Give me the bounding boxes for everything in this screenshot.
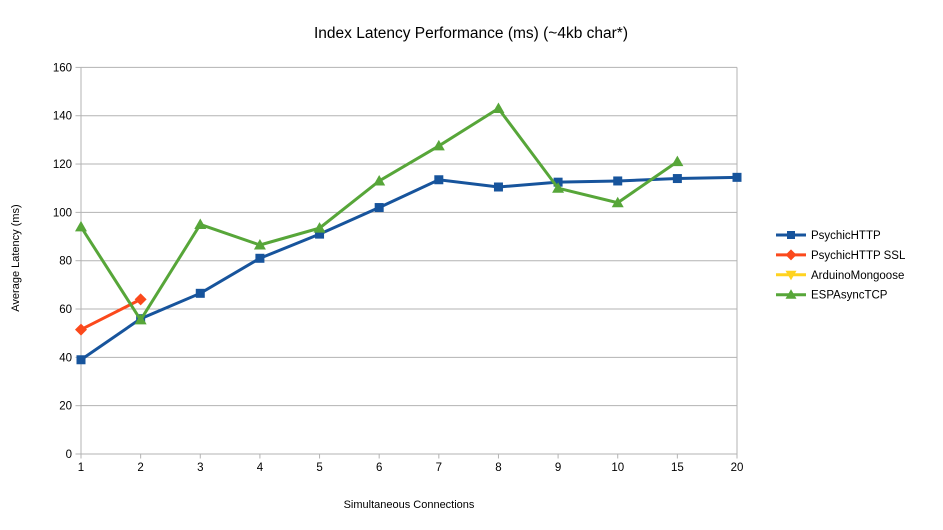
x-tick-label: 9 — [555, 462, 561, 474]
y-tick-label: 40 — [59, 352, 72, 364]
y-tick-label: 100 — [53, 207, 72, 219]
series-psychichttp-marker — [553, 177, 563, 187]
y-tick-label: 120 — [53, 159, 72, 171]
plot-area: 0 20 40 60 80 100 120 140 160 1 2 3 4 5 6 7 8 9 10 15 20 — [53, 62, 744, 474]
x-tick-label: 6 — [376, 462, 382, 474]
x-tick-label: 4 — [257, 462, 264, 474]
y-tick-label: 140 — [53, 111, 72, 123]
x-tick-label: 3 — [197, 462, 203, 474]
series-espasynctcp-marker — [432, 139, 445, 151]
series-psychichttp-marker — [672, 174, 682, 184]
y-tick-label: 80 — [59, 256, 72, 268]
chart-title: Index Latency Performance (ms) (~4kb cha… — [314, 25, 628, 42]
legend-label: PsychicHTTP SSL — [811, 250, 906, 262]
legend-label: ESPAsyncTCP — [811, 290, 888, 302]
series-espasynctcp-marker — [194, 218, 207, 229]
series-psychichttp-marker — [315, 229, 325, 239]
x-tick-label: 1 — [78, 462, 84, 474]
x-tick-label: 15 — [671, 462, 684, 474]
series-psychichttp-marker — [76, 355, 86, 365]
series-psychichttp-marker — [434, 175, 444, 185]
series-espasynctcp-marker — [611, 196, 624, 208]
series-espasynctcp-marker — [373, 174, 386, 186]
series-psychichttp-line — [80, 175, 738, 362]
y-axis-title: Average Latency (ms) — [10, 204, 22, 311]
legend-marker-diamond-icon — [785, 249, 797, 261]
series-psychichttp-ssl-marker — [134, 293, 147, 306]
series-psychichttp-ssl-marker — [75, 323, 87, 336]
series-psychichttp-marker — [255, 253, 265, 263]
legend-marker-square-icon — [787, 231, 795, 239]
legend-marker-triangle-down-icon — [785, 270, 797, 281]
x-tick-label: 20 — [731, 462, 744, 474]
y-tick-label: 60 — [59, 304, 72, 316]
x-tick-label: 7 — [436, 462, 442, 474]
legend-marker-triangle-up-icon — [785, 289, 797, 299]
legend-entry-psychichttp-ssl: PsychicHTTP SSL — [776, 249, 906, 262]
series-espasynctcp-marker — [313, 222, 326, 233]
legend-entry-arduinomongoose: ArduinoMongoose — [776, 270, 904, 282]
series-psychichttp — [76, 172, 742, 365]
series-espasynctcp-marker — [134, 313, 147, 325]
y-tick-label: 20 — [59, 401, 72, 413]
series-espasynctcp-marker — [671, 155, 684, 167]
x-tick-label: 2 — [137, 462, 143, 474]
series-espasynctcp — [75, 102, 684, 325]
legend-entry-espasynctcp: ESPAsyncTCP — [776, 289, 888, 302]
x-tick-label: 8 — [495, 462, 501, 474]
series-espasynctcp-marker — [75, 220, 87, 232]
y-tick-label: 0 — [66, 449, 72, 461]
x-tick-label: 10 — [611, 462, 624, 474]
series-psychichttp-marker — [195, 288, 205, 298]
series-psychichttp-marker — [613, 176, 623, 186]
series-psychichttp-marker — [493, 182, 503, 192]
x-tick-label: 5 — [316, 462, 322, 474]
series-espasynctcp-marker — [552, 182, 565, 193]
series-psychichttp-marker — [732, 172, 742, 182]
legend: PsychicHTTP PsychicHTTP SSL ArduinoMongoos… — [776, 230, 906, 302]
series-espasynctcp-marker — [492, 102, 505, 113]
legend-label: ArduinoMongoose — [811, 270, 904, 282]
legend-entry-psychichttp: PsychicHTTP — [776, 230, 881, 242]
series-espasynctcp-marker — [253, 238, 266, 250]
series-espasynctcp-line — [79, 106, 679, 323]
y-tick-label: 160 — [53, 62, 72, 74]
series-psychichttp-marker — [374, 203, 384, 213]
legend-label: PsychicHTTP — [811, 230, 881, 242]
x-axis-title: Simultaneous Connections — [344, 499, 475, 511]
